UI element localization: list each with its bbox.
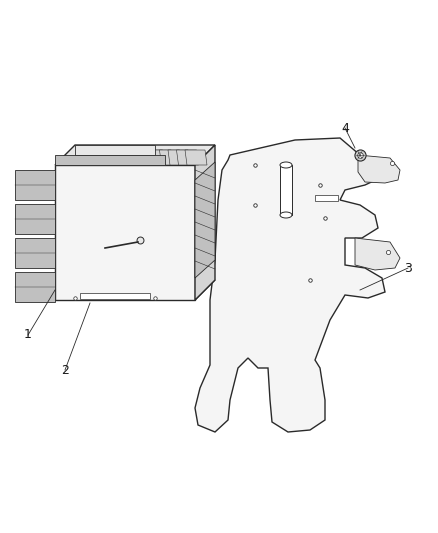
Polygon shape — [55, 145, 215, 165]
Polygon shape — [55, 165, 194, 300]
Polygon shape — [75, 145, 155, 155]
Polygon shape — [100, 150, 122, 165]
Text: 4: 4 — [340, 122, 348, 134]
Polygon shape — [108, 150, 130, 165]
Polygon shape — [159, 150, 181, 165]
Text: 1: 1 — [24, 328, 32, 342]
Polygon shape — [151, 150, 173, 165]
Polygon shape — [279, 165, 291, 215]
Polygon shape — [134, 150, 155, 165]
Polygon shape — [15, 204, 55, 234]
Polygon shape — [55, 280, 215, 300]
Polygon shape — [314, 195, 337, 201]
Polygon shape — [142, 150, 164, 165]
Polygon shape — [354, 238, 399, 270]
Polygon shape — [15, 170, 55, 200]
Polygon shape — [55, 155, 165, 165]
Polygon shape — [184, 150, 207, 165]
Polygon shape — [15, 238, 55, 268]
Polygon shape — [357, 155, 399, 183]
Polygon shape — [117, 150, 139, 165]
Polygon shape — [15, 272, 55, 302]
Polygon shape — [194, 138, 384, 432]
Polygon shape — [194, 162, 215, 278]
Polygon shape — [176, 150, 198, 165]
Ellipse shape — [279, 212, 291, 218]
Text: 2: 2 — [61, 364, 69, 376]
Polygon shape — [125, 150, 147, 165]
Text: 3: 3 — [403, 262, 411, 274]
Ellipse shape — [279, 162, 291, 168]
Polygon shape — [80, 293, 150, 299]
Polygon shape — [194, 145, 215, 300]
Polygon shape — [168, 150, 190, 165]
